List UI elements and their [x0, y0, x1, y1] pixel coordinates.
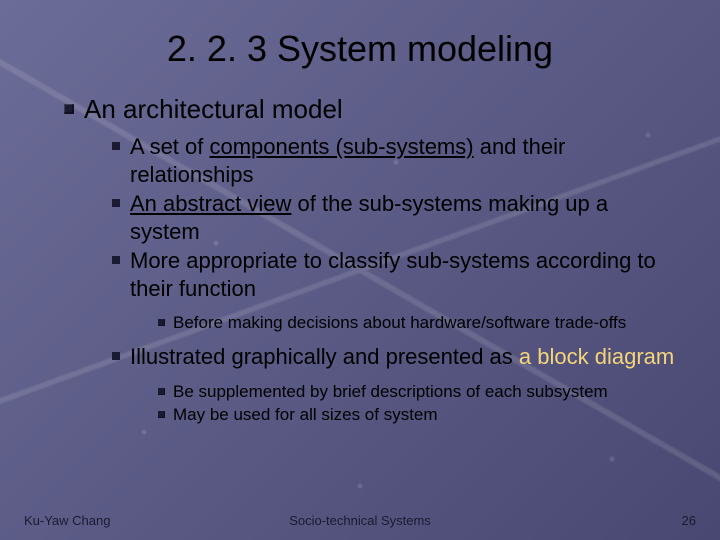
bullet-icon — [112, 256, 120, 264]
bullet-lvl2: Illustrated graphically and presented as… — [112, 343, 680, 371]
bullet-lvl1: An architectural model — [64, 94, 680, 125]
accent-text: a block diagram — [519, 344, 674, 369]
bullet-lvl2: More appropriate to classify sub-systems… — [112, 247, 680, 302]
underlined-text: An abstract view — [130, 191, 291, 216]
text-fragment: A set of — [130, 134, 210, 159]
underlined-text: components (sub-systems) — [210, 134, 474, 159]
lvl1-text: An architectural model — [84, 94, 343, 125]
lvl2-text: More appropriate to classify sub-systems… — [130, 247, 680, 302]
bullet-icon — [112, 199, 120, 207]
bullet-lvl2: An abstract view of the sub-systems maki… — [112, 190, 680, 245]
slide: 2. 2. 3 System modeling An architectural… — [0, 0, 720, 540]
slide-footer: Ku-Yaw Chang Socio-technical Systems 26 — [0, 513, 720, 528]
bullet-lvl3: May be used for all sizes of system — [158, 404, 680, 425]
lvl2-text: Illustrated graphically and presented as… — [130, 343, 674, 371]
lvl3-text: Be supplemented by brief descriptions of… — [173, 381, 608, 402]
bullet-icon — [64, 104, 74, 114]
text-fragment: Illustrated graphically and presented as — [130, 344, 519, 369]
bullet-lvl3: Before making decisions about hardware/s… — [158, 312, 680, 333]
lvl3-text: Before making decisions about hardware/s… — [173, 312, 626, 333]
lvl2-text: An abstract view of the sub-systems maki… — [130, 190, 680, 245]
bullet-lvl2: A set of components (sub-systems) and th… — [112, 133, 680, 188]
bullet-icon — [112, 352, 120, 360]
bullet-lvl3: Be supplemented by brief descriptions of… — [158, 381, 680, 402]
lvl2-text: A set of components (sub-systems) and th… — [130, 133, 680, 188]
bullet-icon — [158, 411, 165, 418]
slide-title: 2. 2. 3 System modeling — [40, 28, 680, 70]
bullet-icon — [158, 319, 165, 326]
bullet-icon — [112, 142, 120, 150]
bullet-icon — [158, 388, 165, 395]
lvl3-text: May be used for all sizes of system — [173, 404, 438, 425]
footer-title: Socio-technical Systems — [0, 513, 720, 528]
